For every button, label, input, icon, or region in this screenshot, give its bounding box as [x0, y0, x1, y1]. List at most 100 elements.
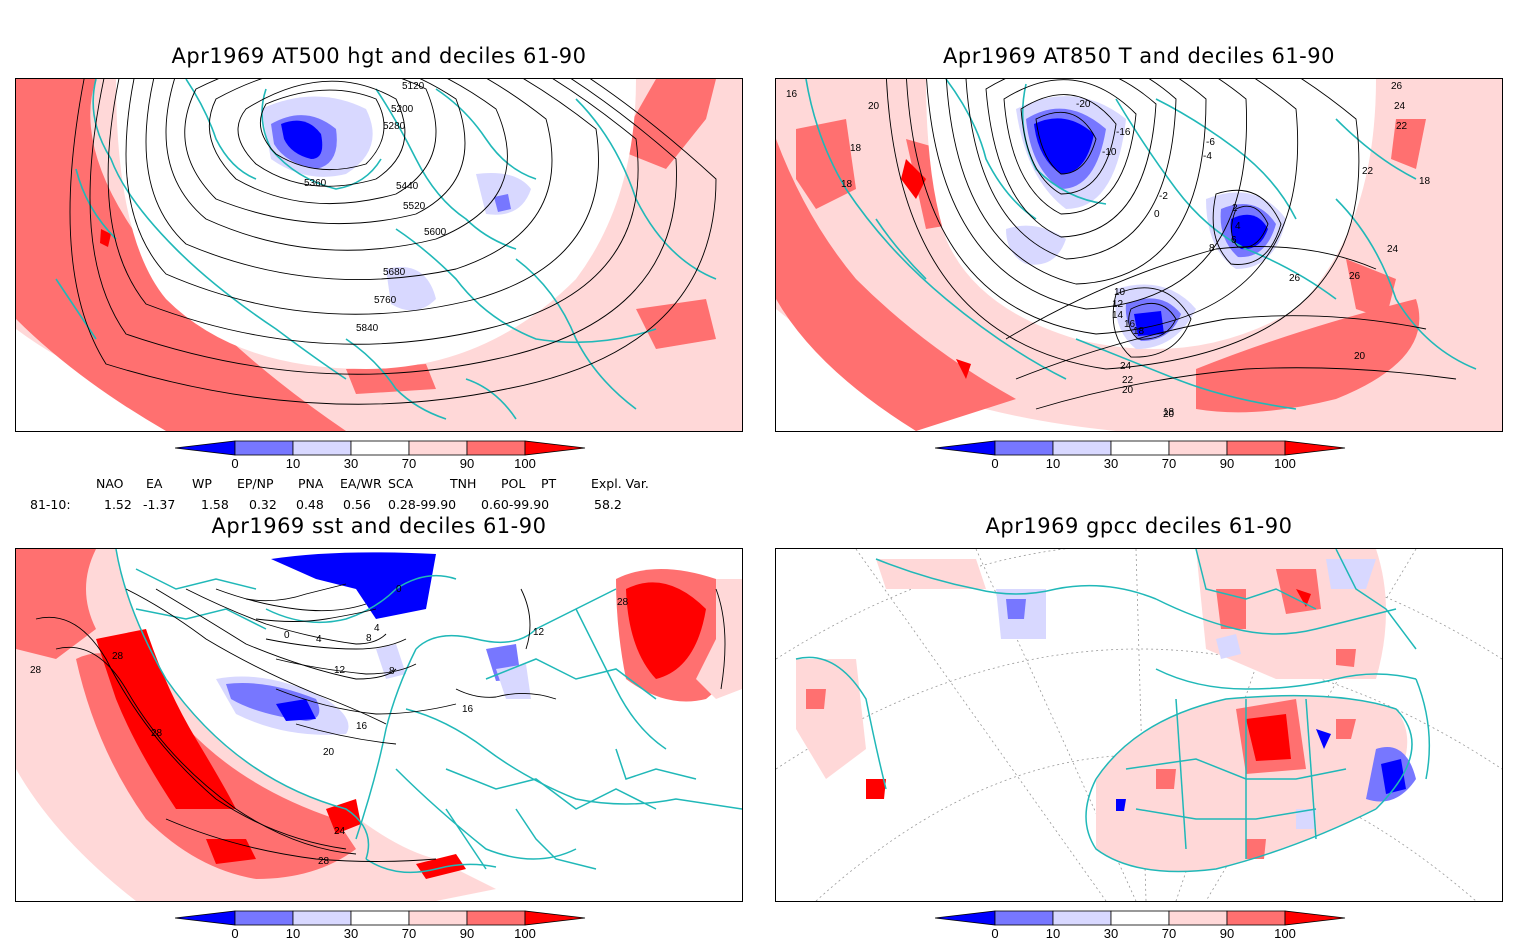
- colorbar-gpcc: 0 10 30 70 90 100: [935, 910, 1355, 946]
- map-t850: 16 20 18 18 -20 -16 -10 -6 -4 -2 0 2 4 6…: [775, 78, 1503, 432]
- contour-label: 8: [1209, 243, 1215, 254]
- contour-label: 5120: [402, 81, 425, 92]
- contour-label: 16: [462, 704, 474, 715]
- contour-label: -4: [1203, 151, 1212, 162]
- contour-label: 5680: [383, 267, 406, 278]
- colorbar-hgt500: 0 10 30 70 90 100: [175, 440, 595, 476]
- contour-label: 5360: [304, 178, 327, 189]
- colorbar-segment: [292, 440, 352, 456]
- contour-label: 18: [1419, 176, 1431, 187]
- index-header: EA/WR: [340, 476, 382, 491]
- index-value: 58.2: [594, 497, 622, 512]
- index-header: WP: [192, 476, 212, 491]
- colorbar-graphic: [175, 440, 586, 456]
- index-header: Expl. Var.: [591, 476, 649, 491]
- colorbar-graphic: [175, 910, 586, 926]
- contour-label: 28: [617, 597, 629, 608]
- colorbar-tick: 30: [343, 456, 359, 471]
- index-value: 0.32: [249, 497, 277, 512]
- colorbar-tick: 90: [459, 926, 475, 941]
- colorbar-segment: [350, 440, 410, 456]
- colorbar-segment: [524, 440, 586, 456]
- contour-label: 14: [1112, 310, 1124, 321]
- contour-label: 20: [323, 747, 335, 758]
- colorbar-tick: 90: [459, 456, 475, 471]
- panel-title-sst: Apr1969 sst and deciles 61-90: [211, 514, 547, 538]
- contour-label: 20: [1354, 351, 1366, 362]
- map-gpcc: [775, 548, 1503, 902]
- contour-label: 8: [366, 633, 372, 644]
- contour-label: 4: [1235, 221, 1241, 232]
- colorbar-tick: 70: [401, 926, 417, 941]
- contour-label: 18: [841, 179, 853, 190]
- contour-label: 5760: [374, 295, 397, 306]
- contour-label: 12: [533, 627, 545, 638]
- colorbar-sst: 0 10 30 70 90 100: [175, 910, 595, 946]
- contour-label: 18: [1133, 326, 1145, 337]
- colorbar-tick: 10: [285, 926, 301, 941]
- colorbar-tick: 90: [1219, 456, 1235, 471]
- map-sst: 28 28 28 24 28 20 16 12 8 4 0 16 12 28 8…: [15, 548, 743, 902]
- colorbar-tick: 100: [1274, 926, 1296, 941]
- index-header: POL: [501, 476, 526, 491]
- contour-label: 28: [30, 665, 42, 676]
- contour-label: 16: [1124, 319, 1136, 330]
- contour-label: 4: [316, 634, 322, 645]
- index-row-label: 81-10:: [30, 497, 71, 512]
- contour-label: 24: [1120, 361, 1132, 372]
- contour-label: 22: [1396, 121, 1408, 132]
- contour-label: 10: [1114, 287, 1126, 298]
- contour-label: 20: [1122, 385, 1134, 396]
- contour-label: 26: [1391, 81, 1403, 92]
- colorbar-tick: 100: [1274, 456, 1296, 471]
- panel-title-gpcc: Apr1969 gpcc deciles 61-90: [985, 514, 1293, 538]
- contour-label: 28: [112, 651, 124, 662]
- contour-label: 28: [318, 856, 330, 867]
- colorbar-tick: 90: [1219, 926, 1235, 941]
- index-value: 0.60-99.90: [481, 497, 550, 512]
- index-header: PT: [541, 476, 557, 491]
- contour-label: 6: [1231, 235, 1237, 246]
- contour-label: 2: [1232, 203, 1238, 214]
- contour-label: 16: [356, 721, 368, 732]
- colorbar-tick: 70: [401, 456, 417, 471]
- index-value: -1.37: [143, 497, 176, 512]
- contour-label: 26: [1289, 273, 1301, 284]
- contour-label: 26: [1349, 271, 1361, 282]
- index-value: 0.28-99.90: [388, 497, 457, 512]
- contour-label: 18: [1163, 407, 1175, 418]
- index-value: 0.48: [296, 497, 324, 512]
- colorbar-tick: 30: [1103, 926, 1119, 941]
- colorbar-segment: [234, 440, 294, 456]
- contour-label: 0: [1154, 209, 1160, 220]
- index-header: EP/NP: [237, 476, 274, 491]
- panel-title-t850: Apr1969 AT850 T and deciles 61-90: [943, 44, 1335, 68]
- contour-label: 5600: [424, 227, 447, 238]
- panel-title-hgt500: Apr1969 AT500 hgt and deciles 61-90: [171, 44, 587, 68]
- contour-labels-hgt500: 5120 5200 5280 5360 5440 5520 5600 5680 …: [304, 81, 447, 334]
- index-header: TNH: [450, 476, 477, 491]
- colorbar-tick: 70: [1161, 456, 1177, 471]
- contour-label: -10: [1102, 147, 1117, 158]
- index-header: PNA: [298, 476, 324, 491]
- colorbar-segment: [408, 440, 468, 456]
- contour-label: 0: [284, 630, 290, 641]
- contour-label: 4: [374, 623, 380, 634]
- contour-label: -6: [1206, 137, 1215, 148]
- contour-labels-sst: 28 28 28 24 28 20 16 12 8 4 0 16 12 28 8…: [30, 584, 629, 867]
- colorbar-segment: [466, 440, 526, 456]
- contour-label: 12: [334, 665, 346, 676]
- colorbar-graphic: [935, 440, 1346, 456]
- colorbar-tick: 100: [514, 926, 536, 941]
- contour-label: 22: [1362, 166, 1374, 177]
- contour-label: 5840: [356, 323, 379, 334]
- map-hgt500-graphic: 5120 5200 5280 5360 5440 5520 5600 5680 …: [16, 79, 742, 431]
- contour-label: -2: [1159, 191, 1168, 202]
- colorbar-segment: [175, 440, 236, 456]
- index-value: 0.56: [343, 497, 371, 512]
- index-header: EA: [146, 476, 163, 491]
- contour-label: 5200: [391, 104, 414, 115]
- contour-label: 12: [1112, 299, 1124, 310]
- colorbar-tick: 0: [231, 926, 239, 941]
- contour-label: 5520: [403, 201, 426, 212]
